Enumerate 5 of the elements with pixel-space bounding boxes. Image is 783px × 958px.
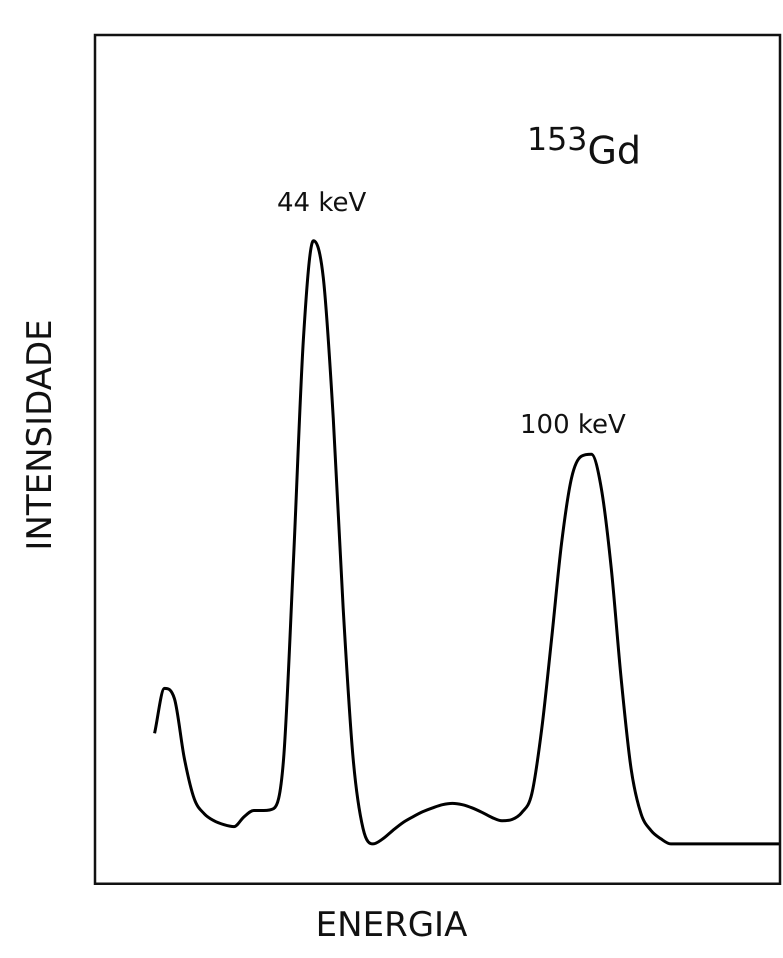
annotation: 100 keV bbox=[520, 410, 626, 440]
text: 44 keV bbox=[277, 188, 366, 218]
y-axis-title: INTENSIDADE bbox=[20, 318, 60, 553]
x-axis-title: ENERGIA bbox=[314, 905, 468, 945]
text: $^{153}$Gd bbox=[527, 122, 642, 173]
